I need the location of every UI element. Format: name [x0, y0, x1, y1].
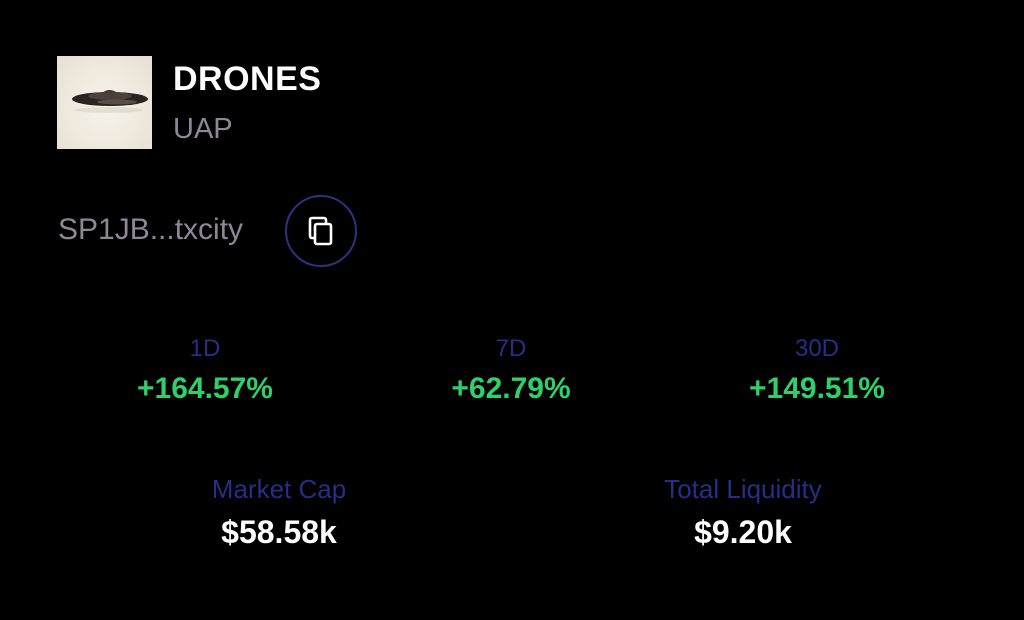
token-image: [57, 56, 152, 149]
change-30d: 30D +149.51%: [687, 335, 947, 406]
change-30d-value: +149.51%: [749, 372, 885, 405]
contract-address: SP1JB...txcity: [58, 213, 244, 246]
change-7d-label: 7D: [495, 335, 527, 362]
change-30d-label: 30D: [794, 335, 840, 362]
copy-icon: [308, 216, 333, 246]
market-cap: Market Cap $58.58k: [129, 474, 429, 551]
market-cap-value: $58.58k: [221, 514, 337, 550]
total-liquidity: Total Liquidity $9.20k: [593, 474, 893, 551]
market-cap-label: Market Cap: [211, 474, 347, 504]
change-1d-label: 1D: [189, 335, 221, 362]
change-1d-value: +164.57%: [137, 372, 273, 405]
change-7d-value: +62.79%: [451, 372, 571, 405]
token-symbol: UAP: [173, 113, 233, 145]
change-7d: 7D +62.79%: [381, 335, 641, 406]
ufo-saucer-image: [72, 90, 148, 113]
copy-address-button[interactable]: [285, 195, 357, 267]
change-1d: 1D +164.57%: [75, 335, 335, 406]
token-name: DRONES: [173, 60, 322, 98]
total-liquidity-label: Total Liquidity: [664, 474, 822, 504]
total-liquidity-value: $9.20k: [694, 514, 792, 550]
